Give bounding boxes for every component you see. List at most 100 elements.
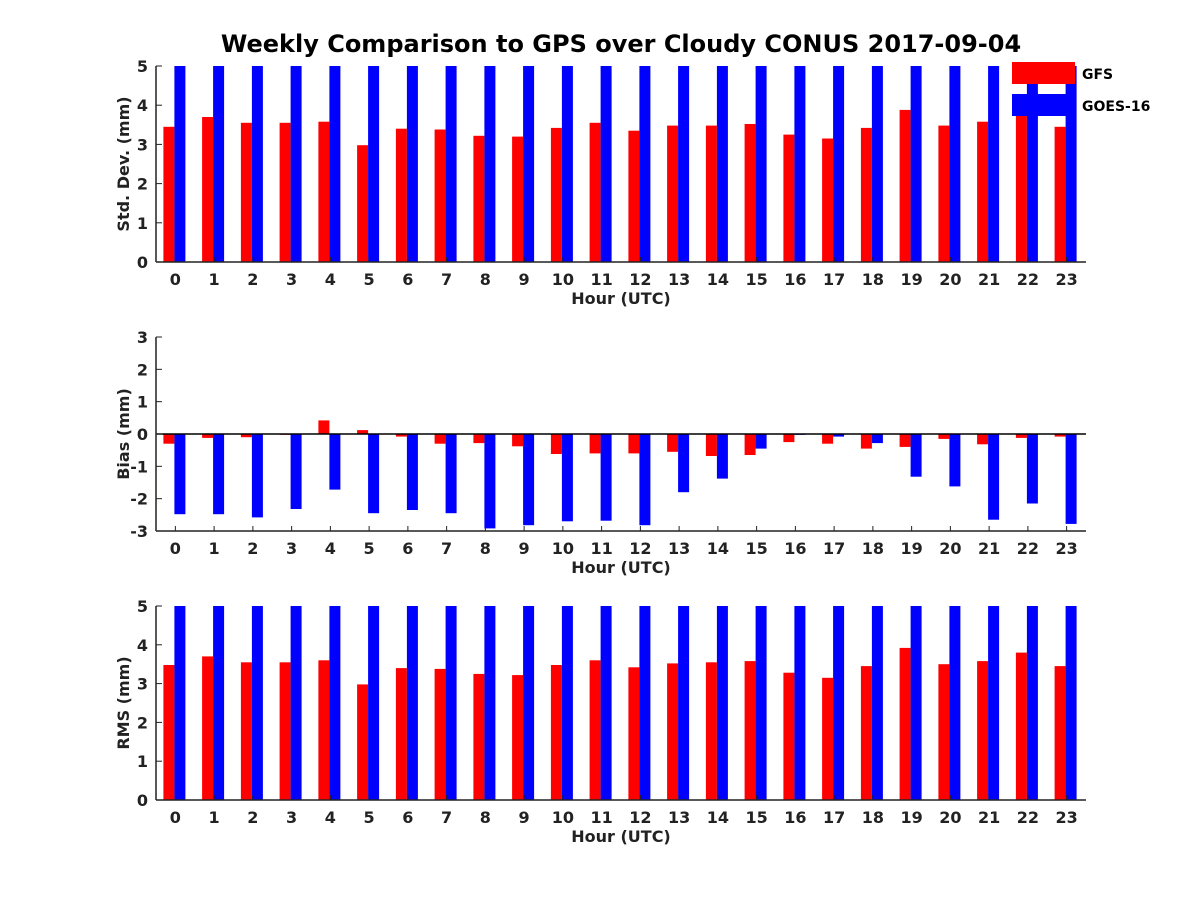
- bar-goes-16-hour-13: [678, 606, 690, 800]
- bar-gfs-hour-11: [589, 122, 601, 262]
- bar-goes-16-hour-7: [445, 434, 457, 514]
- bar-gfs-hour-15: [744, 661, 756, 800]
- x-tick-label: 11: [590, 539, 612, 558]
- bar-goes-16-hour-12: [639, 606, 651, 800]
- bar-gfs-hour-2: [240, 662, 252, 800]
- bar-goes-16-hour-22: [1026, 66, 1038, 262]
- x-tick-label: 15: [745, 808, 767, 827]
- bar-gfs-hour-13: [667, 663, 679, 800]
- y-tick-label: 3: [137, 135, 148, 154]
- bar-gfs-hour-17: [822, 138, 834, 262]
- x-tick-label: 6: [402, 270, 413, 289]
- bar-goes-16-hour-19: [910, 606, 922, 800]
- bar-gfs-hour-5: [357, 684, 369, 800]
- x-axis-label: Hour (UTC): [571, 289, 671, 308]
- bar-gfs-hour-6: [395, 128, 407, 262]
- y-axis-label: RMS (mm): [114, 656, 133, 749]
- x-tick-label: 12: [629, 539, 651, 558]
- bar-goes-16-hour-0: [174, 66, 186, 262]
- bar-gfs-hour-11: [589, 660, 601, 800]
- x-tick-label: 23: [1055, 808, 1077, 827]
- x-tick-label: 0: [170, 539, 181, 558]
- bar-goes-16-hour-22: [1026, 606, 1038, 800]
- x-tick-label: 18: [862, 808, 884, 827]
- y-axis-label: Bias (mm): [114, 388, 133, 480]
- bar-gfs-hour-22: [1015, 434, 1027, 438]
- bar-gfs-hour-19: [899, 647, 911, 800]
- x-tick-label: 23: [1055, 539, 1077, 558]
- y-tick-label: 1: [137, 752, 148, 771]
- x-tick-label: 23: [1055, 270, 1077, 289]
- bar-goes-16-hour-18: [871, 606, 883, 800]
- bar-goes-16-hour-21: [988, 66, 1000, 262]
- x-axis-label: Hour (UTC): [571, 827, 671, 846]
- x-tick-label: 1: [209, 270, 220, 289]
- x-tick-label: 20: [939, 808, 961, 827]
- bar-goes-16-hour-13: [678, 434, 690, 493]
- bar-gfs-hour-16: [783, 672, 795, 800]
- bar-goes-16-hour-4: [329, 434, 341, 490]
- x-tick-label: 5: [364, 270, 375, 289]
- x-tick-label: 18: [862, 539, 884, 558]
- x-tick-label: 9: [519, 270, 530, 289]
- bar-goes-16-hour-17: [833, 606, 845, 800]
- bar-gfs-hour-0: [163, 665, 175, 800]
- bar-gfs-hour-19: [899, 109, 911, 263]
- bar-gfs-hour-10: [550, 127, 562, 263]
- x-tick-label: 0: [170, 808, 181, 827]
- bar-gfs-hour-21: [977, 661, 989, 800]
- bar-gfs-hour-7: [434, 668, 446, 800]
- bar-goes-16-hour-10: [561, 434, 573, 522]
- bar-goes-16-hour-2: [251, 66, 263, 262]
- y-tick-label: -2: [130, 490, 148, 509]
- bar-gfs-hour-9: [512, 136, 524, 262]
- y-tick-label: 1: [137, 393, 148, 412]
- x-tick-label: 4: [325, 270, 336, 289]
- bar-gfs-hour-20: [938, 434, 950, 439]
- bar-goes-16-hour-3: [290, 434, 302, 509]
- x-tick-label: 22: [1017, 270, 1039, 289]
- bar-goes-16-hour-15: [755, 434, 767, 449]
- x-tick-label: 9: [519, 539, 530, 558]
- x-tick-label: 8: [480, 270, 491, 289]
- bar-gfs-hour-12: [628, 667, 640, 800]
- bar-goes-16-hour-23: [1065, 606, 1077, 800]
- bar-goes-16-hour-4: [329, 606, 341, 800]
- x-tick-label: 19: [900, 808, 922, 827]
- bar-goes-16-hour-12: [639, 66, 651, 262]
- bar-goes-16-hour-6: [406, 66, 418, 262]
- x-tick-label: 15: [745, 539, 767, 558]
- bar-gfs-hour-14: [705, 662, 717, 800]
- bar-goes-16-hour-23: [1065, 66, 1077, 262]
- bar-gfs-hour-1: [202, 117, 214, 262]
- bar-gfs-hour-16: [783, 434, 795, 443]
- bar-goes-16-hour-9: [523, 434, 535, 526]
- bar-goes-16-hour-8: [484, 606, 496, 800]
- bar-gfs-hour-4: [318, 121, 330, 262]
- bar-goes-16-hour-1: [213, 434, 225, 515]
- y-tick-label: 1: [137, 214, 148, 233]
- x-tick-label: 19: [900, 539, 922, 558]
- bar-gfs-hour-2: [240, 434, 252, 438]
- x-tick-label: 14: [707, 270, 729, 289]
- legend-label-gfs: GFS: [1082, 67, 1113, 83]
- x-tick-label: 10: [552, 270, 574, 289]
- bar-gfs-hour-7: [434, 434, 446, 444]
- bar-gfs-hour-5: [357, 145, 369, 262]
- y-tick-label: 2: [137, 175, 148, 194]
- bar-goes-16-hour-13: [678, 66, 690, 262]
- bar-goes-16-hour-9: [523, 606, 535, 800]
- bar-gfs-hour-23: [1054, 666, 1066, 800]
- bar-gfs-hour-18: [860, 666, 872, 800]
- bar-goes-16-hour-23: [1065, 434, 1077, 524]
- legend-swatch-goes-16: [1012, 94, 1075, 116]
- x-tick-label: 11: [590, 808, 612, 827]
- x-tick-label: 8: [480, 539, 491, 558]
- x-tick-label: 18: [862, 270, 884, 289]
- bar-gfs-hour-20: [938, 664, 950, 800]
- chart-title: Weekly Comparison to GPS over Cloudy CON…: [220, 30, 1022, 58]
- x-tick-label: 8: [480, 808, 491, 827]
- bar-goes-16-hour-18: [871, 434, 883, 444]
- x-tick-label: 2: [247, 808, 258, 827]
- bar-gfs-hour-18: [860, 127, 872, 263]
